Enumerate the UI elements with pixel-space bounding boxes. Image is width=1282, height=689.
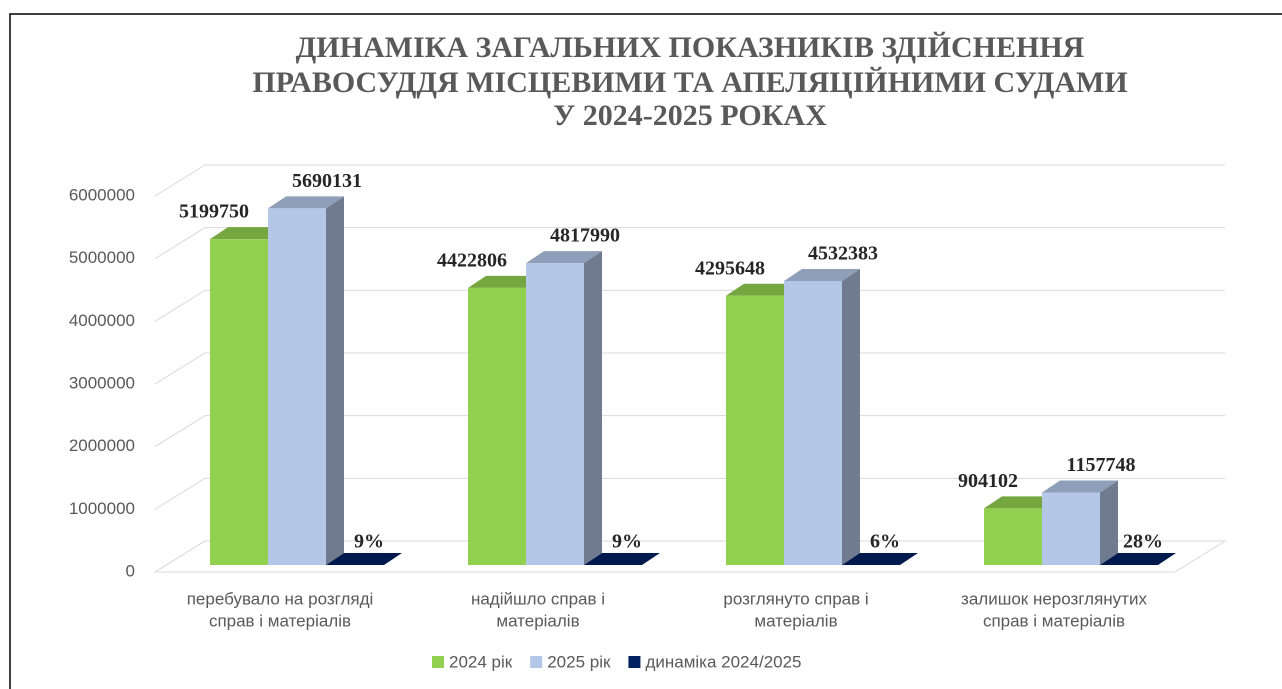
bar-face — [784, 280, 842, 565]
x-tick-label: надійшло справ і — [471, 589, 605, 608]
bar-face — [784, 268, 860, 281]
bar — [584, 552, 660, 565]
bar — [842, 552, 918, 565]
grid-line — [154, 352, 1225, 385]
bar-face — [526, 263, 584, 565]
bar-face — [900, 552, 918, 565]
bar-face — [468, 275, 544, 288]
y-tick-label: 6000000 — [69, 185, 135, 204]
legend-swatch — [432, 656, 444, 668]
data-label: 4295648 — [695, 257, 765, 279]
legend-swatch — [628, 656, 641, 668]
y-tick-label: 3000000 — [69, 373, 135, 392]
data-label: 9% — [612, 531, 642, 553]
grid-line — [154, 227, 1225, 260]
legend-swatch — [530, 656, 543, 668]
grid-line — [154, 415, 1225, 448]
bar — [268, 196, 344, 565]
x-tick-label: перебувало на розгляді — [187, 589, 374, 608]
y-tick-label: 5000000 — [69, 248, 135, 267]
data-label: 4817990 — [550, 225, 620, 247]
x-tick-label: матеріалів — [754, 611, 837, 630]
bar — [1100, 552, 1176, 565]
bar-face — [326, 552, 402, 565]
chart-title: ПРАВОСУДДЯ МІСЦЕВИМИ ТА АПЕЛЯЦІЙНИМИ СУД… — [252, 66, 1127, 99]
grid-line — [154, 164, 1225, 197]
bar-face — [984, 508, 1042, 565]
x-tick-label: розглянуто справ і — [723, 589, 868, 608]
data-label: 9% — [354, 531, 384, 553]
y-tick-label: 2000000 — [69, 436, 135, 455]
bar-face — [468, 287, 526, 565]
bar-face — [268, 196, 344, 209]
bar — [1042, 480, 1118, 565]
y-tick-label: 1000000 — [69, 499, 135, 518]
x-tick-label: залишок нерозглянутих — [961, 589, 1147, 608]
y-tick-label: 4000000 — [69, 311, 135, 330]
x-tick-label: матеріалів — [496, 611, 579, 630]
bar-face — [984, 496, 1060, 509]
data-label: 5690131 — [292, 170, 362, 192]
bar-face — [1100, 552, 1176, 565]
bar-face — [210, 239, 268, 566]
data-label: 1157748 — [1067, 454, 1136, 476]
bar-face — [726, 295, 784, 565]
data-label: 904102 — [958, 470, 1018, 492]
chart-title: ДИНАМІКА ЗАГАЛЬНИХ ПОКАЗНИКІВ ЗДІЙСНЕННЯ — [296, 31, 1085, 64]
bar-face — [210, 227, 286, 240]
data-label: 5199750 — [179, 201, 249, 223]
bar-face — [526, 251, 602, 264]
bar-face — [584, 251, 602, 565]
legend-label: динаміка 2024/2025 — [645, 652, 801, 671]
data-label: 4422806 — [437, 249, 507, 271]
grid-line — [154, 289, 1225, 322]
floor — [153, 540, 1227, 573]
bar-face — [1042, 492, 1100, 565]
chart-title: У 2024-2025 РОКАХ — [553, 99, 827, 132]
bar-face — [268, 208, 326, 565]
bar-face — [1100, 480, 1118, 565]
bar — [784, 268, 860, 565]
x-tick-label: справ і матеріалів — [983, 611, 1125, 630]
data-label: 28% — [1123, 531, 1163, 553]
bar-face — [842, 552, 918, 565]
data-label: 4532383 — [808, 243, 878, 265]
bar-face — [642, 552, 660, 565]
bar — [526, 251, 602, 565]
bar-face — [584, 552, 660, 565]
y-tick-label: 0 — [126, 561, 135, 580]
bar-face — [326, 196, 344, 565]
bar-face — [384, 552, 402, 565]
bar-face — [842, 268, 860, 565]
data-label: 6% — [870, 531, 900, 553]
bar-face — [1158, 552, 1176, 565]
legend-label: 2024 рік — [449, 652, 513, 671]
bar — [326, 552, 402, 565]
x-tick-label: справ і матеріалів — [209, 611, 351, 630]
bar-face — [726, 283, 802, 296]
bar-face — [1042, 480, 1118, 493]
legend-label: 2025 рік — [547, 652, 611, 671]
grid-line — [154, 477, 1225, 510]
